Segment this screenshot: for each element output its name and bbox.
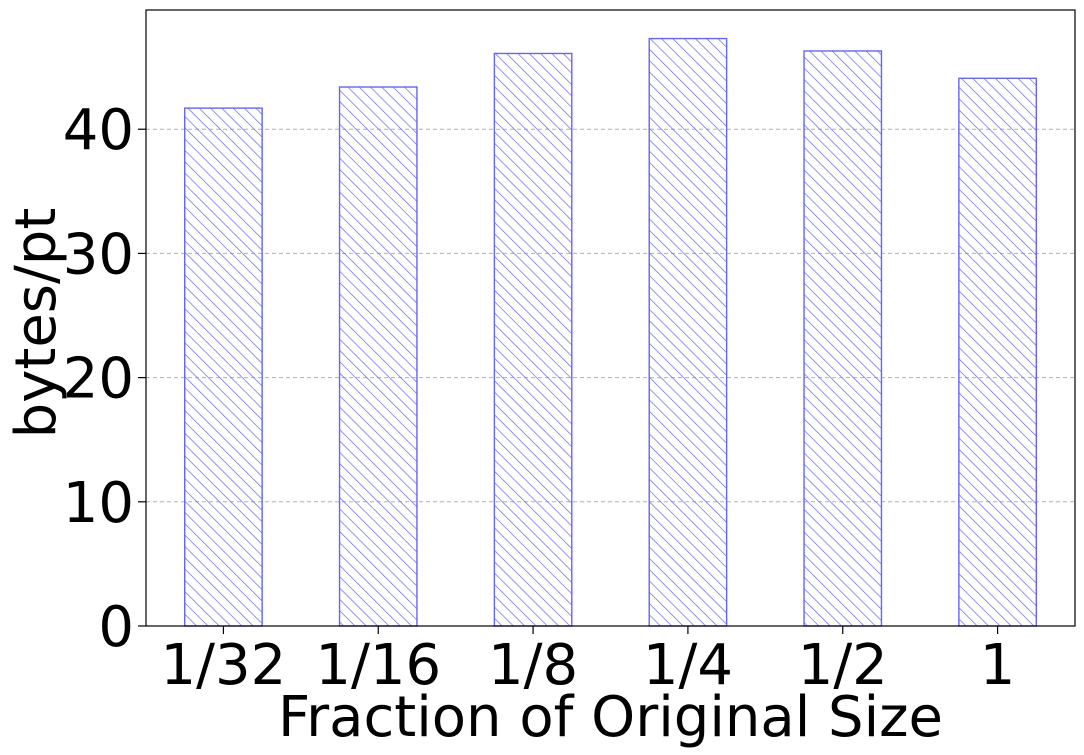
y-axis-ticks: 0 10 20 30 40	[63, 98, 146, 660]
bar-1-2	[803, 50, 883, 627]
bar-1-8	[493, 52, 573, 627]
plot-area-frame	[145, 9, 1076, 627]
y-tick-label-20: 20	[63, 347, 134, 412]
y-tick-label-10: 10	[63, 471, 134, 536]
x-axis-label: Fraction of Original Size	[278, 685, 943, 750]
x-tick-label-1-2: 1/2	[798, 633, 888, 698]
x-tick-label-1-16: 1/16	[315, 633, 441, 698]
bar-1-16	[338, 86, 418, 627]
bar-1-4	[648, 37, 728, 627]
bars	[184, 37, 1037, 627]
y-tick-label-0: 0	[98, 595, 134, 660]
x-tick-label-1: 1	[980, 633, 1016, 698]
x-tick-label-1-4: 1/4	[643, 633, 733, 698]
gridlines	[146, 128, 1075, 503]
x-tick-label-1-32: 1/32	[161, 633, 287, 698]
x-tick-label-1-8: 1/8	[488, 633, 578, 698]
y-tick-label-30: 30	[63, 222, 134, 287]
y-tick-label-40: 40	[63, 98, 134, 163]
y-axis-label: bytes/pt	[4, 208, 69, 439]
bar-1-32	[184, 107, 263, 627]
bar-1	[958, 77, 1037, 627]
x-axis-ticks: 1/32 1/16 1/8 1/4 1/2 1	[161, 626, 1016, 698]
